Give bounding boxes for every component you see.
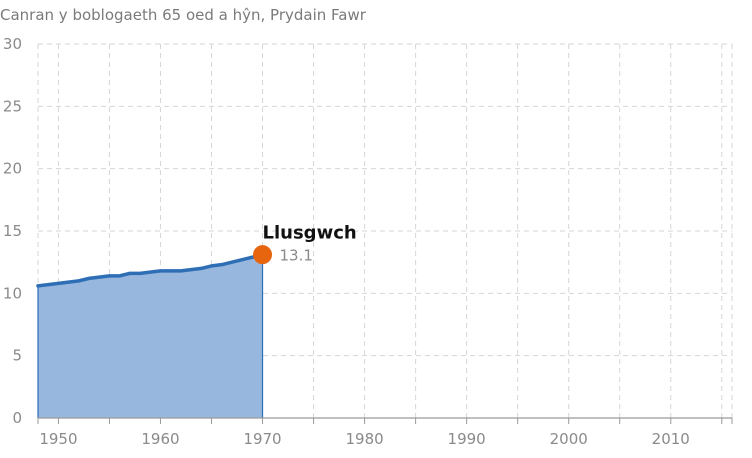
x-tick-label: 1960 — [141, 430, 179, 448]
series-area — [38, 254, 263, 418]
drag-handle-marker[interactable] — [253, 245, 273, 265]
y-tick-label: 5 — [12, 347, 22, 365]
y-tick-label: 15 — [3, 222, 22, 240]
annotation[interactable]: Llusgwch 13.1 — [253, 223, 357, 265]
chart-title: Canran y boblogaeth 65 oed a hŷn, Prydai… — [0, 6, 367, 24]
x-tick-label: 1970 — [243, 430, 281, 448]
x-tick-label: 2000 — [550, 430, 588, 448]
value-label: 13.1 — [280, 247, 313, 265]
y-tick-label: 20 — [3, 160, 22, 178]
series-line — [36, 252, 265, 288]
y-tick-label: 25 — [3, 97, 22, 115]
x-tick-label: 1980 — [345, 430, 383, 448]
series-group — [36, 252, 265, 418]
y-tick-label: 0 — [12, 409, 22, 427]
x-tick-label: 2010 — [652, 430, 690, 448]
drag-label[interactable]: Llusgwch — [263, 223, 357, 244]
x-tick-label: 1990 — [448, 430, 486, 448]
y-tick-label: 30 — [3, 35, 22, 53]
x-tick-label: 1950 — [39, 430, 77, 448]
axes: 0 5 10 15 20 25 30 1950 1960 1970 1980 1990 2000 2010 — [3, 35, 733, 448]
y-tick-label: 10 — [3, 284, 22, 302]
grid — [37, 43, 733, 418]
